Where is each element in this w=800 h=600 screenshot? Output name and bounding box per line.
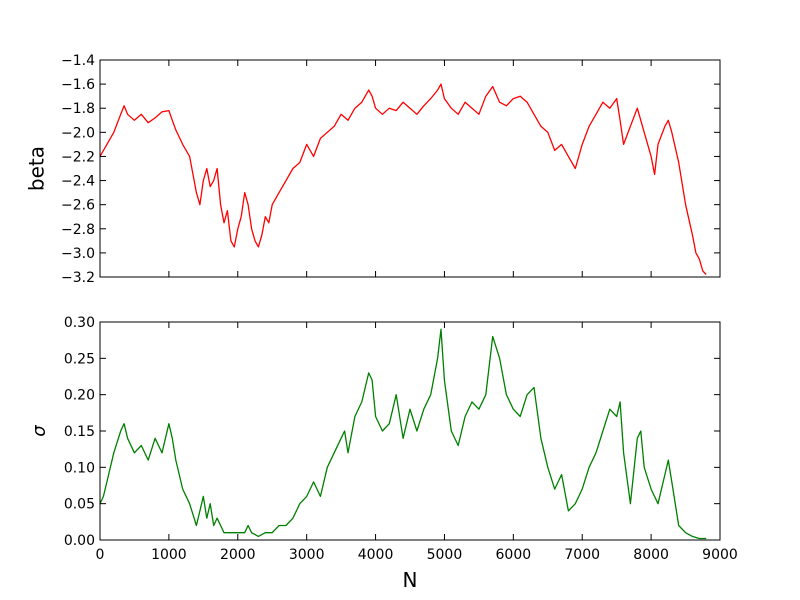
bottom-x-tick-label: 9000: [702, 547, 738, 563]
bottom-y-tick-label: 0.10: [64, 460, 95, 476]
bottom-series-group: [99, 328, 707, 540]
top-y-tick-label: −1.8: [61, 101, 95, 117]
top-panel: −3.2 −3.0 −2.8 −2.6 −2.4 −2.2 −2.0 −1.8 −1.6 −1.4…: [25, 53, 721, 286]
bottom-y-tick-label: 0.15: [64, 424, 95, 440]
top-ticks-group: −3.2 −3.0 −2.8 −2.6 −2.4 −2.2 −2.0 −1.8 −1.6 −1.4: [61, 53, 721, 286]
bottom-x-tick-label: 8000: [633, 547, 669, 563]
bottom-x-tick-label: 5000: [427, 547, 463, 563]
top-plot-frame: [99, 59, 721, 278]
bottom-y-tick-label: 0.30: [64, 315, 95, 331]
top-y-axis-label: beta: [25, 146, 49, 191]
bottom-x-tick-label: 2000: [220, 547, 256, 563]
top-y-tick-label: −2.0: [61, 125, 95, 141]
bottom-x-tick-label: 0: [96, 547, 105, 563]
bottom-x-axis-label: N: [403, 568, 418, 592]
top-y-tick-label: −1.4: [61, 53, 95, 69]
bottom-panel: 0 1000 2000 3000 4000 5000 6000 7000 8000 9000 0.0…: [29, 315, 738, 592]
top-y-tick-label: −2.4: [61, 174, 95, 190]
bottom-x-tick-label: 7000: [564, 547, 600, 563]
bottom-series-line: [99, 328, 707, 540]
bottom-y-tick-label: 0.00: [64, 533, 95, 549]
top-series-group: [99, 83, 707, 276]
top-series-line: [99, 83, 707, 276]
bottom-y-axis-label: σ: [29, 425, 50, 437]
top-y-tick-label: −3.2: [61, 270, 95, 286]
top-y-tick-label: −3.0: [61, 246, 95, 262]
top-y-tick-label: −2.8: [61, 222, 95, 238]
top-y-tick-label: −2.2: [61, 149, 95, 165]
bottom-x-tick-label: 1000: [151, 547, 187, 563]
bottom-ticks-group: 0 1000 2000 3000 4000 5000 6000 7000 8000 9000 0.0…: [64, 315, 738, 563]
bottom-plot-frame: [99, 321, 721, 541]
bottom-x-tick-label: 3000: [289, 547, 325, 563]
top-y-tick-label: −1.6: [61, 77, 95, 93]
bottom-y-tick-label: 0.05: [64, 497, 95, 513]
bottom-x-tick-label: 4000: [358, 547, 394, 563]
bottom-x-tick-label: 6000: [496, 547, 532, 563]
bottom-y-tick-label: 0.25: [64, 351, 95, 367]
top-y-tick-label: −2.6: [61, 198, 95, 214]
bottom-y-tick-label: 0.20: [64, 388, 95, 404]
